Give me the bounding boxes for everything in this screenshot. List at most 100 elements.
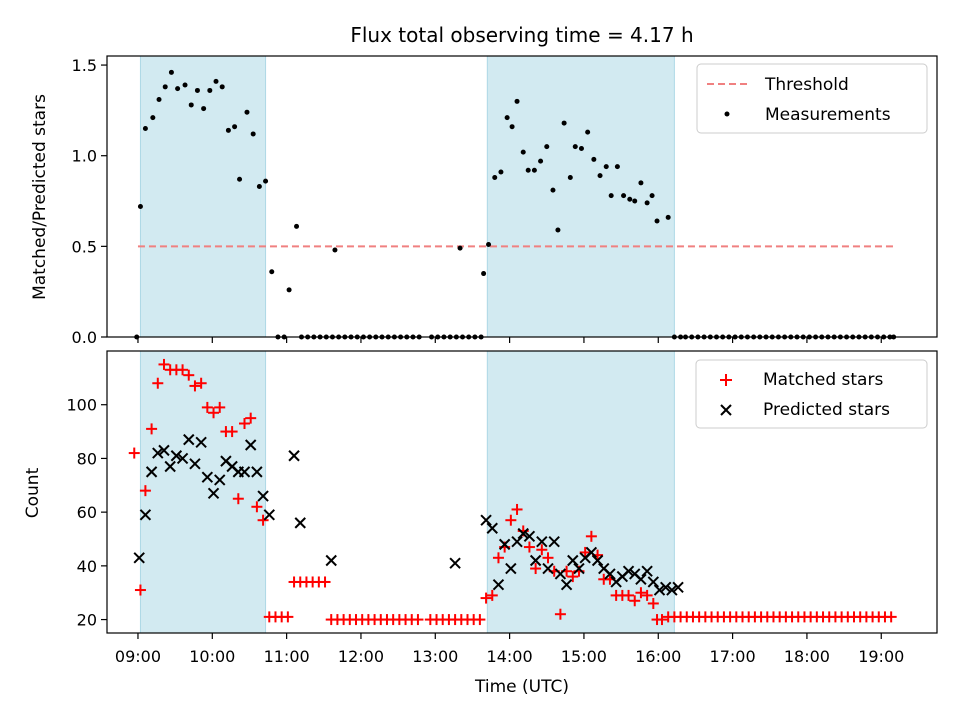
predicted-star-point (498, 538, 511, 551)
x-tick-label: 09:00 (115, 647, 161, 666)
legend-predicted-swatch (720, 404, 732, 416)
measurement-point (498, 169, 504, 175)
measurement-point (531, 167, 537, 173)
predicted-star-point (672, 581, 684, 594)
predicted-star-point (659, 581, 672, 594)
measurement-point (481, 271, 487, 277)
predicted-star-point (567, 554, 579, 567)
predicted-star-point (207, 487, 220, 500)
x-tick-label: 11:00 (264, 647, 310, 666)
matched-star-point (554, 608, 566, 620)
measurement-point (457, 245, 463, 251)
bottom-panel-x-ticks: 09:00 10:00 11:00 12:00 13:00 14:00 15:00 16:00… (115, 633, 904, 666)
predicted-star-point (666, 584, 678, 596)
predicted-star-point (145, 466, 158, 478)
matched-star-point (134, 584, 146, 596)
measurement-point (520, 149, 526, 155)
y-tick-label: 80 (77, 449, 97, 468)
measurement-point (561, 120, 567, 126)
legend-threshold-label: Threshold (764, 75, 849, 95)
matched-star-point (128, 447, 140, 459)
measurement-point (504, 115, 510, 121)
matched-star-point (214, 401, 226, 413)
y-tick-label: 0.0 (72, 328, 97, 347)
matched-star-point (177, 364, 189, 376)
x-tick-label: 10:00 (189, 647, 235, 666)
top-panel-frame (106, 55, 938, 338)
predicted-star-point (158, 444, 170, 457)
measurement-point (538, 158, 544, 164)
matched-star-point (505, 514, 517, 526)
measurement-point (544, 144, 550, 150)
measurement-point (621, 193, 627, 199)
matched-star-point (239, 418, 251, 430)
matched-star-point (319, 576, 331, 588)
matched-star-point (474, 614, 486, 626)
predicted-star-point (214, 474, 226, 486)
matched-star-point (530, 563, 542, 575)
measurement-point (188, 102, 194, 108)
measurement-point (591, 156, 597, 162)
measurement-point (567, 174, 573, 180)
measurement-point (194, 87, 200, 93)
top-panel-x-ticks (137, 337, 882, 343)
predicted-star-point (183, 433, 195, 446)
observing-window-2 (486, 350, 675, 634)
matched-star-point (567, 571, 579, 583)
measurement-point (627, 196, 633, 202)
measurement-point (162, 84, 168, 90)
predicted-star-point (523, 530, 536, 543)
predicted-star-point (164, 460, 176, 473)
predicted-star-point (486, 522, 498, 534)
matched-star-point (195, 377, 207, 389)
bottom-panel: 20 40 60 80 100 09:00 10:00 11:00 12:00 13:00 14:… (23, 350, 938, 697)
matched-star-point (656, 614, 668, 626)
measurement-point (175, 86, 181, 92)
matched-star-point (146, 423, 158, 435)
measurement-point (614, 164, 620, 170)
y-tick-label: 100 (66, 396, 97, 415)
measurement-point (213, 78, 219, 84)
measurement-point (182, 82, 188, 88)
y-tick-label: 1.5 (72, 56, 97, 75)
matched-star-point (579, 546, 591, 558)
x-tick-label: 16:00 (635, 647, 681, 666)
measurement-point (572, 144, 578, 150)
measurement-point (509, 124, 515, 130)
measurement-point (150, 115, 156, 121)
measurement-point (555, 227, 561, 233)
y-tick-label: 0.5 (72, 237, 97, 256)
top-panel-y-ticks: 0.0 0.5 1.0 1.5 (72, 56, 107, 347)
matched-star-point (158, 358, 170, 370)
matched-star-point (536, 544, 548, 556)
predicted-star-point (536, 535, 548, 548)
predicted-star-point (294, 517, 306, 529)
measurement-point (263, 178, 269, 184)
predicted-star-point (542, 562, 554, 575)
matched-star-point (139, 485, 151, 497)
matched-star-point (232, 493, 244, 505)
predicted-star-point (170, 450, 183, 462)
predicted-star-point (244, 439, 257, 451)
matched-star-point (511, 503, 523, 515)
legend-matched-label: Matched stars (763, 370, 883, 390)
predicted-star-point (325, 554, 337, 567)
measurement-point (156, 97, 162, 103)
measurement-point (585, 129, 591, 135)
predicted-star-point (189, 458, 201, 470)
predicted-star-point (492, 578, 505, 591)
predicted-star-point (480, 514, 492, 526)
predicted-star-point (251, 466, 263, 478)
top-panel: 0.0 0.5 1.0 1.5 Matched/Predicted stars Thr… (30, 55, 938, 347)
predicted-star-point (139, 509, 152, 521)
measurement-point (597, 173, 603, 179)
bottom-legend: Matched stars Predicted stars (695, 359, 928, 429)
matched-star-point (542, 552, 554, 564)
matched-star-point (629, 595, 641, 607)
predicted-star-point (653, 584, 666, 596)
matched-star-point (480, 592, 492, 604)
matched-star-point (189, 380, 201, 392)
measurement-point (201, 106, 207, 112)
predicted-star-point (511, 535, 523, 548)
